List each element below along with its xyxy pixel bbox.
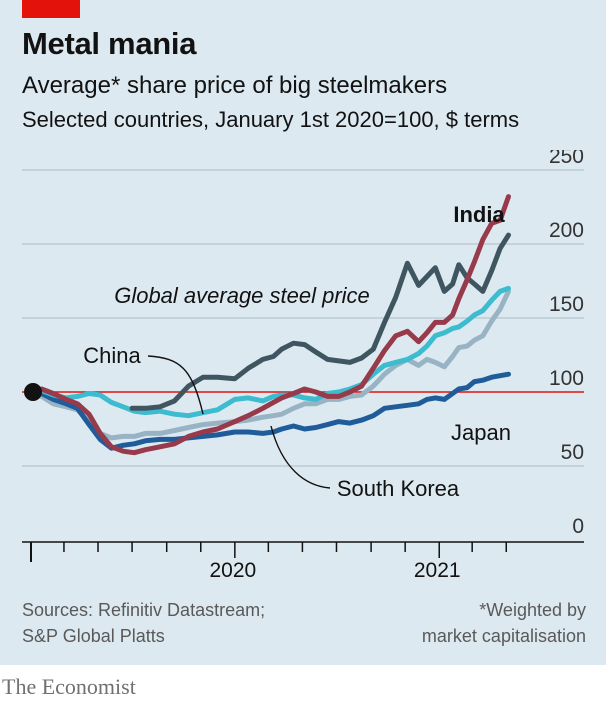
label-china: China bbox=[83, 343, 141, 368]
series-line-global bbox=[129, 232, 511, 411]
sources-line-2: S&P Global Platts bbox=[22, 626, 165, 646]
chart-subsubtitle: Selected countries, January 1st 2020=100… bbox=[22, 107, 520, 132]
sources-note: Sources: Refinitiv Datastream; S&P Globa… bbox=[22, 597, 265, 649]
footnote-line-2: market capitalisation bbox=[421, 626, 586, 646]
series-line-india bbox=[28, 194, 511, 456]
sources-line-1: Sources: Refinitiv Datastream; bbox=[22, 600, 266, 620]
footnote-line-1: *Weighted by bbox=[479, 600, 586, 620]
x-tick-label-2021: 2021 bbox=[414, 559, 461, 582]
y-tick-label-200: 200 bbox=[549, 219, 584, 242]
y-tick-label-100: 100 bbox=[549, 367, 584, 390]
footnote: *Weighted by market capitalisation bbox=[422, 597, 586, 649]
y-tick-label-50: 50 bbox=[561, 441, 584, 464]
chart-title: Metal mania bbox=[22, 26, 197, 61]
y-tick-label-250: 250 bbox=[549, 150, 584, 168]
y-tick-label-150: 150 bbox=[549, 293, 584, 316]
label-south-korea: South Korea bbox=[337, 476, 460, 501]
series-line-china bbox=[28, 285, 511, 419]
label-japan: Japan bbox=[451, 420, 511, 445]
start-point-dot bbox=[24, 383, 42, 401]
label-india: India bbox=[453, 202, 505, 227]
leader-south-korea bbox=[270, 425, 331, 489]
chart-panel bbox=[0, 0, 606, 665]
brand-red-tag bbox=[22, 0, 80, 18]
x-tick-label-2020: 2020 bbox=[209, 559, 256, 582]
y-tick-label-0: 0 bbox=[572, 515, 584, 538]
label-global-steel-price: Global average steel price bbox=[114, 283, 370, 308]
series-line-south_korea bbox=[28, 288, 511, 441]
economist-brand: The Economist bbox=[2, 674, 136, 699]
leader-china bbox=[147, 355, 204, 415]
line-chart: 0 50 100 150 200 250 2020 2021 India Global avera… bbox=[22, 150, 584, 582]
chart-subtitle: Average* share price of big steelmakers bbox=[22, 72, 448, 99]
